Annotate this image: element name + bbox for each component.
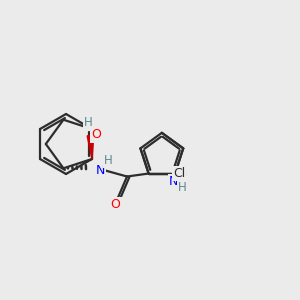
Text: O: O <box>91 128 101 142</box>
Text: N: N <box>169 176 178 188</box>
Text: S: S <box>178 167 186 180</box>
Text: Cl: Cl <box>173 167 185 180</box>
Text: N: N <box>95 164 105 177</box>
Polygon shape <box>87 135 94 159</box>
Text: O: O <box>111 198 121 211</box>
Text: H: H <box>84 116 92 130</box>
Text: H: H <box>104 154 113 167</box>
Text: H: H <box>178 181 187 194</box>
